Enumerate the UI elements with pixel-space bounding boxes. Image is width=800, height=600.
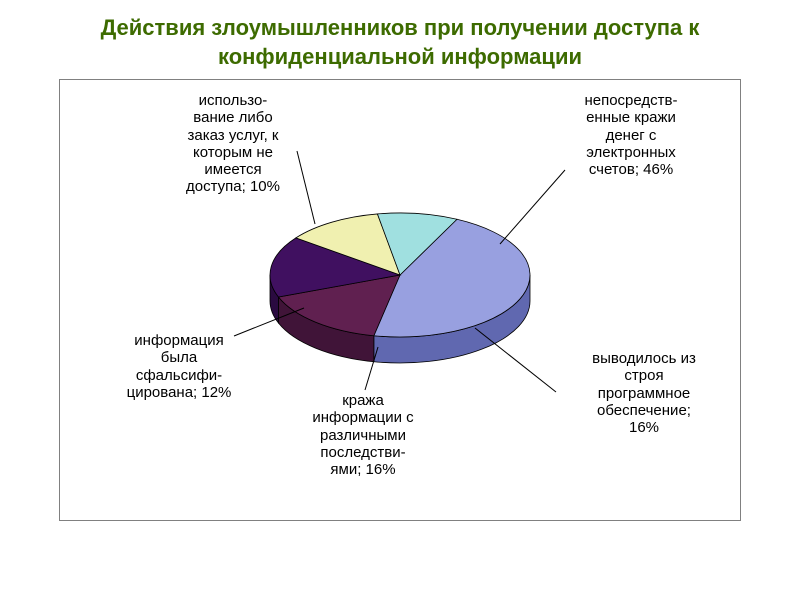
slice-label: выводилось изстрояпрограммноеобеспечение…	[554, 350, 734, 436]
leader-line	[500, 170, 565, 244]
slice-label: непосредств-енные кражиденег сэлектронны…	[546, 92, 716, 178]
pie-chart-frame: непосредств-енные кражиденег сэлектронны…	[59, 79, 741, 521]
slice-label: информациябыласфальсифи-цирована; 12%	[94, 332, 264, 401]
slice-label: использо-вание либозаказ услуг, ккоторым…	[158, 92, 308, 196]
page-title: Действия злоумышленников при получении д…	[40, 14, 760, 71]
slice-label: кражаинформации сразличнымипоследстви-ям…	[278, 392, 448, 478]
leader-line	[475, 328, 556, 392]
